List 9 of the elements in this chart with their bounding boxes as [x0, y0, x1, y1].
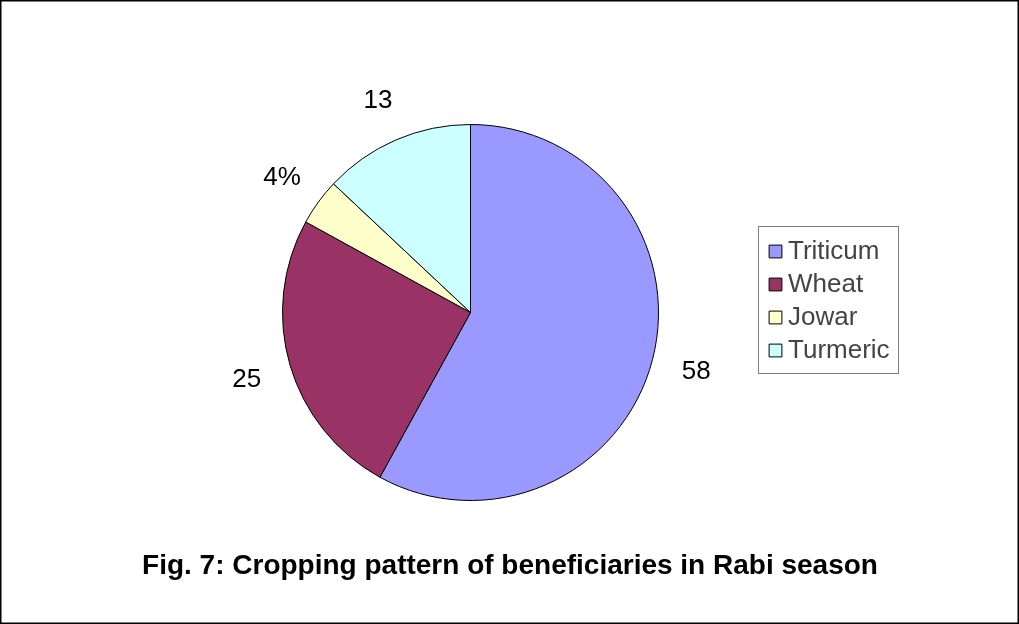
legend-label: Triticum — [788, 235, 880, 266]
legend-label: Wheat — [788, 268, 864, 299]
legend-label: Jowar — [788, 301, 858, 332]
text: Fig. 7: Cropping pattern of beneficiaries in Rabi season — [142, 549, 878, 580]
data-label: 4% — [263, 160, 301, 191]
data-label: 13 — [363, 83, 393, 114]
data-label: 25 — [232, 362, 262, 393]
data-label: 58 — [681, 355, 711, 386]
legend-label: Turmeric — [788, 334, 890, 365]
